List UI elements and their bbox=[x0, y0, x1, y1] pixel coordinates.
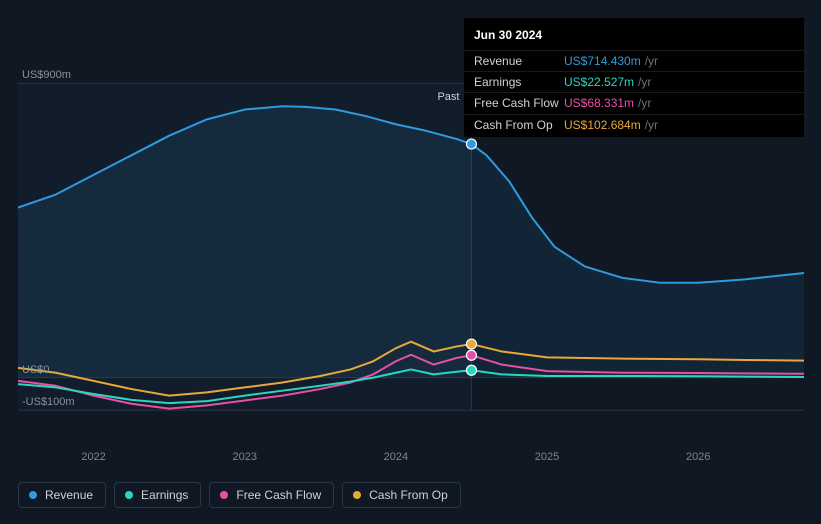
tooltip-row-revenue: Revenue US$714.430m /yr bbox=[464, 51, 804, 72]
tooltip-value: US$102.684m bbox=[564, 117, 641, 133]
legend: Revenue Earnings Free Cash Flow Cash Fro… bbox=[18, 482, 461, 508]
legend-dot bbox=[125, 491, 133, 499]
tooltip-row-earnings: Earnings US$22.527m /yr bbox=[464, 72, 804, 93]
tooltip-unit: /yr bbox=[645, 53, 658, 69]
legend-dot bbox=[353, 491, 361, 499]
y-axis-label: -US$100m bbox=[22, 396, 75, 408]
tooltip-date: Jun 30 2024 bbox=[464, 20, 804, 51]
legend-label: Free Cash Flow bbox=[236, 488, 321, 502]
legend-dot bbox=[220, 491, 228, 499]
x-axis-label: 2023 bbox=[232, 451, 256, 463]
legend-item-cash-from-op[interactable]: Cash From Op bbox=[342, 482, 461, 508]
x-axis-label: 2022 bbox=[81, 451, 105, 463]
tooltip-value: US$22.527m bbox=[564, 74, 634, 90]
tooltip-label: Cash From Op bbox=[474, 117, 564, 133]
tooltip-value: US$714.430m bbox=[564, 53, 641, 69]
tooltip-unit: /yr bbox=[638, 74, 651, 90]
legend-label: Earnings bbox=[141, 488, 188, 502]
tooltip-label: Revenue bbox=[474, 53, 564, 69]
legend-item-revenue[interactable]: Revenue bbox=[18, 482, 106, 508]
tooltip-label: Free Cash Flow bbox=[474, 95, 564, 111]
tooltip-label: Earnings bbox=[474, 74, 564, 90]
tooltip-row-fcf: Free Cash Flow US$68.331m /yr bbox=[464, 93, 804, 114]
legend-label: Cash From Op bbox=[369, 488, 448, 502]
y-axis-label: US$900m bbox=[22, 69, 71, 81]
y-axis-label: US$0 bbox=[22, 364, 50, 376]
legend-dot bbox=[29, 491, 37, 499]
legend-item-earnings[interactable]: Earnings bbox=[114, 482, 201, 508]
x-axis-label: 2024 bbox=[384, 451, 408, 463]
section-label-past: Past bbox=[437, 91, 459, 103]
x-axis-label: 2025 bbox=[535, 451, 559, 463]
legend-item-free-cash-flow[interactable]: Free Cash Flow bbox=[209, 482, 334, 508]
chart-tooltip: Jun 30 2024 Revenue US$714.430m /yr Earn… bbox=[464, 18, 804, 137]
legend-label: Revenue bbox=[45, 488, 93, 502]
x-axis-label: 2026 bbox=[686, 451, 710, 463]
tooltip-row-cfo: Cash From Op US$102.684m /yr bbox=[464, 115, 804, 135]
tooltip-unit: /yr bbox=[638, 95, 651, 111]
tooltip-value: US$68.331m bbox=[564, 95, 634, 111]
tooltip-unit: /yr bbox=[645, 117, 658, 133]
